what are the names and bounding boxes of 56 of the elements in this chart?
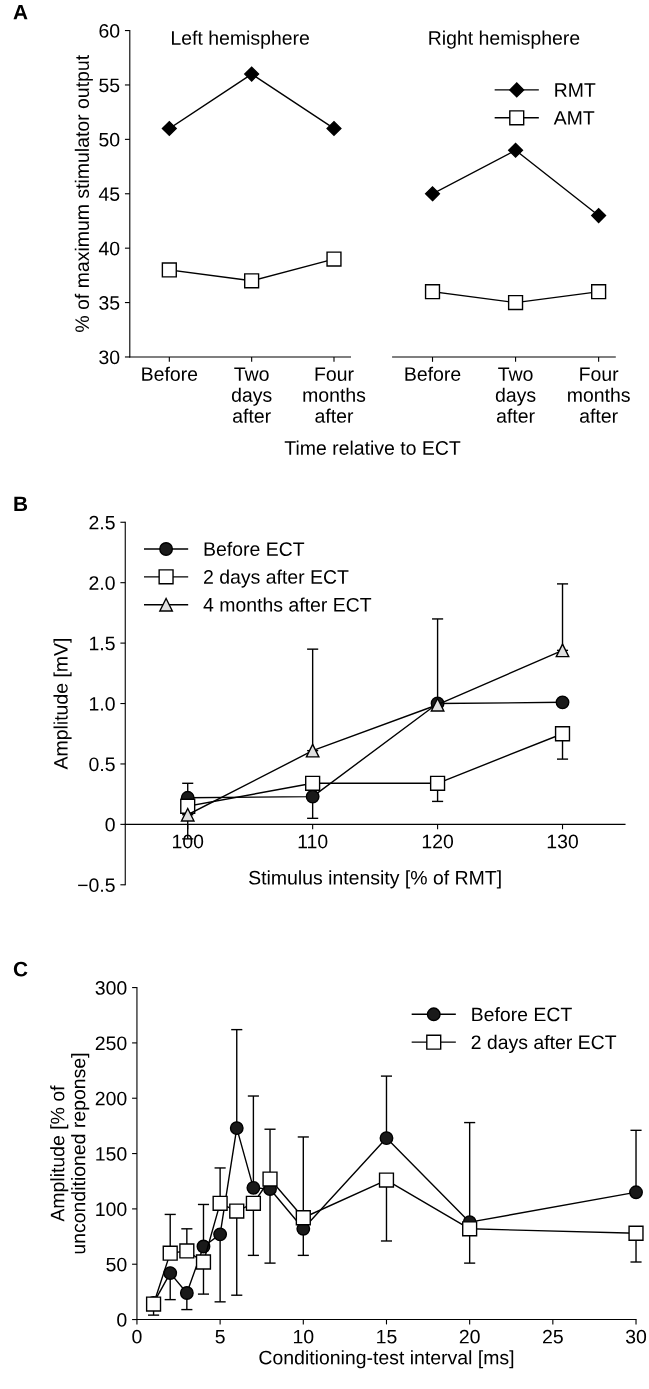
legend-label: Before ECT [204,541,305,556]
y-tick-label: 250 [95,1036,127,1051]
y-tick-label: 40 [98,241,120,256]
x-tick-label: Two days after [231,367,272,423]
y-tick-label: 0.5 [89,757,115,772]
y-tick-label: 150 [96,1147,127,1161]
y-tick-label: 0 [117,1313,127,1327]
x-axis-title: Time relative to ECT [284,440,461,455]
y-tick-label: 50 [99,132,120,147]
y-tick-label: −0.5 [78,878,115,893]
y-tick-label: 35 [99,296,120,310]
y-tick-label: 1.0 [89,697,115,711]
x-tick-label: Before [142,366,198,381]
x-axis-title: Stimulus intensity [% of RMT] [249,870,501,889]
legend-label: 2 days after ECT [471,1034,617,1053]
x-tick-label: 100 [172,834,204,849]
text: A [13,4,28,20]
x-tick-label: Four months after [303,367,366,423]
x-tick-label: 25 [543,1329,563,1344]
x-tick-label: 0 [132,1329,142,1344]
text: B [14,496,28,511]
y-tick-label: 2.0 [89,576,115,590]
y-tick-label: 1.5 [89,636,115,651]
x-tick-label: 5 [215,1329,225,1344]
y-tick-label: 50 [106,1257,127,1272]
y-axis-title: Amplitude [mV] [53,638,72,770]
y-tick-label: 60 [99,24,120,38]
y-axis-title: % of maximum stimulator output [74,55,93,332]
y-tick-label: 100 [96,1202,127,1217]
x-tick-label: 20 [459,1329,480,1344]
x-tick-label: 30 [625,1329,647,1344]
y-tick-label: 300 [95,981,127,995]
x-tick-label: 10 [293,1329,314,1344]
chart-title: Right hemisphere [429,30,580,49]
legend-label: 4 months after ECT [203,597,372,612]
legend-label: 2 days after ECT [204,569,349,588]
y-tick-label: 45 [98,187,120,201]
x-tick-label: 130 [547,834,578,849]
x-tick-label: 15 [377,1329,397,1344]
x-tick-label: 110 [298,834,328,849]
y-tick-label: 200 [95,1091,127,1106]
x-tick-label: Before [405,366,461,381]
text: C [13,961,28,977]
chart-title: Left hemisphere [172,30,309,49]
x-tick-label: Four months after [568,367,630,423]
x-axis-title: Conditioning-test interval [ms] [259,1350,514,1369]
x-tick-label: 120 [422,834,454,849]
y-tick-label: 30 [99,350,120,365]
y-tick-label: 2.5 [89,515,115,530]
legend-label: AMT [553,111,595,125]
y-tick-label: 55 [99,78,120,93]
legend-label: Before ECT [472,1007,572,1022]
y-tick-label: 0 [105,817,115,832]
y-axis-title: Amplitude [% of unconditioned reponse] [50,1053,90,1254]
legend-label: RMT [555,83,596,97]
x-tick-label: Two days after [495,367,536,423]
